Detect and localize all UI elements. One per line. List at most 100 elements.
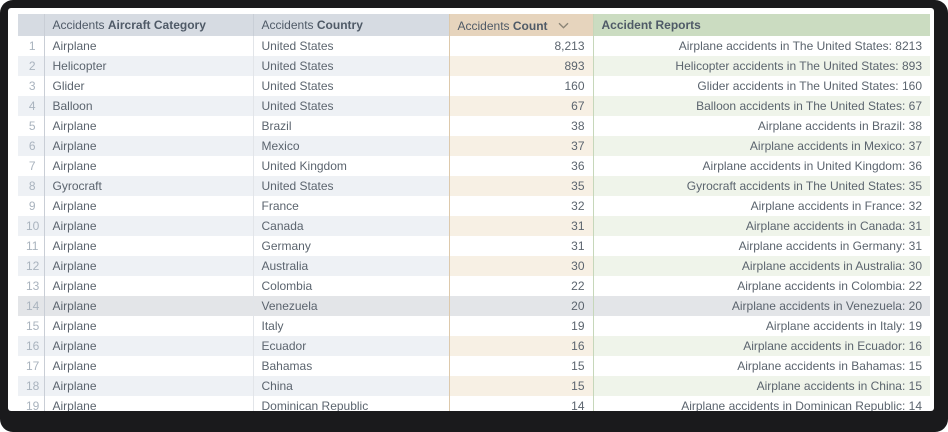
report-cell[interactable]: Helicopter accidents in The United State… [592, 56, 930, 76]
report-cell[interactable]: Airplane accidents in Mexico: 37 [592, 136, 930, 156]
table-row[interactable]: 6 Airplane Mexico 37 Airplane accidents in M… [18, 136, 930, 156]
count-cell[interactable]: 31 [448, 216, 593, 236]
report-cell[interactable]: Airplane accidents in Bahamas: 15 [592, 356, 930, 376]
report-cell[interactable]: Gyrocraft accidents in The United States… [592, 176, 930, 196]
count-cell[interactable]: 36 [448, 156, 593, 176]
count-cell[interactable]: 32 [448, 196, 593, 216]
aircraft-category-cell[interactable]: Airplane [44, 396, 254, 411]
count-cell[interactable]: 16 [448, 336, 593, 356]
row-number-cell[interactable]: 8 [18, 176, 45, 196]
report-cell[interactable]: Airplane accidents in Dominican Republic… [592, 396, 930, 411]
row-number-cell[interactable]: 6 [18, 136, 45, 156]
country-cell[interactable]: Italy [261, 319, 284, 333]
aircraft-category-cell[interactable]: Airplane [44, 156, 254, 176]
count-cell[interactable]: 22 [448, 276, 593, 296]
country-cell[interactable]: China [253, 376, 449, 396]
row-number-cell[interactable]: 3 [18, 76, 45, 96]
aircraft-category-cell[interactable]: Gyrocraft [44, 176, 254, 196]
row-number-cell[interactable]: 11 [18, 236, 45, 256]
count-cell[interactable]: 35 [448, 176, 593, 196]
row-number-cell[interactable]: 15 [18, 316, 45, 336]
report-cell[interactable]: Airplane accidents in United Kingdom: 36 [592, 156, 930, 176]
table-row[interactable]: 16 Airplane Ecuador 16 Airplane accidents in… [18, 336, 930, 356]
country-cell[interactable]: Bahamas [261, 359, 313, 373]
row-number-cell[interactable]: 10 [18, 216, 45, 236]
report-cell[interactable]: Airplane accidents in Venezuela: 20 [592, 296, 930, 316]
aircraft-category-cell[interactable]: Airplane [44, 276, 254, 296]
column-header-country[interactable]: Accidents Country [253, 14, 449, 36]
country-cell[interactable]: Brazil [261, 119, 292, 133]
count-cell[interactable]: 31 [448, 236, 593, 256]
column-header-accident-reports[interactable]: Accident Reports [592, 14, 930, 36]
table-row[interactable]: 10 Airplane Canada 31 Airplane accidents in … [18, 216, 930, 236]
aircraft-category-cell[interactable]: Airplane [44, 196, 254, 216]
count-cell[interactable]: 15 [448, 356, 593, 376]
aircraft-category-cell[interactable]: Airplane [44, 356, 254, 376]
row-number-cell[interactable]: 19 [18, 396, 45, 411]
table-row[interactable]: 11 Airplane Germany 31 Airplane accidents in… [18, 236, 930, 256]
table-row[interactable]: 9 Airplane France 32 Airplane accidents in F… [18, 196, 930, 216]
table-row[interactable]: 2 Helicopter United States 893 Helicopter ac… [18, 56, 930, 76]
aircraft-category-cell[interactable]: Balloon [44, 96, 254, 116]
count-cell[interactable]: 8,213 [448, 36, 593, 56]
row-number-cell[interactable]: 5 [18, 116, 45, 136]
count-cell[interactable]: 893 [448, 56, 593, 76]
table-row[interactable]: 13 Airplane Colombia 22 Airplane accidents i… [18, 276, 930, 296]
table-row[interactable]: 19 Airplane Dominican Republic 14 Airplane a… [18, 396, 930, 411]
country-cell[interactable]: United Kingdom [261, 159, 347, 173]
row-number-cell[interactable]: 13 [18, 276, 45, 296]
table-row[interactable]: 14 Airplane Venezuela 20 Airplane accidents … [18, 296, 930, 316]
table-row[interactable]: 8 Gyrocraft United States 35 Gyrocraft accid… [18, 176, 930, 196]
country-cell[interactable]: United States [261, 79, 334, 93]
aircraft-category-cell[interactable]: Helicopter [44, 56, 254, 76]
aircraft-category-cell[interactable]: Airplane [44, 296, 254, 316]
column-header-count[interactable]: Accidents Count [448, 14, 593, 36]
count-cell[interactable]: 30 [448, 256, 593, 276]
country-cell[interactable]: Germany [261, 239, 311, 253]
count-cell[interactable]: 19 [448, 316, 593, 336]
count-cell[interactable]: 15 [448, 376, 593, 396]
report-cell[interactable]: Airplane accidents in Colombia: 22 [592, 276, 930, 296]
country-cell[interactable]: United States [253, 176, 449, 196]
table-row[interactable]: 1 Airplane United States 8,213 Airplane acci… [18, 36, 930, 56]
count-cell[interactable]: 67 [448, 96, 593, 116]
country-cell[interactable]: United States [261, 39, 334, 53]
row-number-cell[interactable]: 16 [18, 336, 45, 356]
row-number-cell[interactable]: 7 [18, 156, 45, 176]
country-cell[interactable]: Ecuador [253, 336, 449, 356]
report-cell[interactable]: Airplane accidents in Ecuador: 16 [592, 336, 930, 356]
count-cell[interactable]: 38 [448, 116, 593, 136]
report-cell[interactable]: Airplane accidents in Canada: 31 [592, 216, 930, 236]
country-cell[interactable]: Mexico [253, 136, 449, 156]
table-row[interactable]: 4 Balloon United States 67 Balloon accidents… [18, 96, 930, 116]
table-row[interactable]: 18 Airplane China 15 Airplane accidents in C… [18, 376, 930, 396]
country-cell[interactable]: Canada [253, 216, 449, 236]
row-number-cell[interactable]: 1 [18, 36, 45, 56]
report-cell[interactable]: Airplane accidents in The United States:… [592, 36, 930, 56]
report-cell[interactable]: Glider accidents in The United States: 1… [592, 76, 930, 96]
country-cell[interactable]: United States [253, 56, 449, 76]
count-cell[interactable]: 37 [448, 136, 593, 156]
country-cell[interactable]: Dominican Republic [261, 399, 369, 411]
row-number-cell[interactable]: 18 [18, 376, 45, 396]
row-number-cell[interactable]: 14 [18, 296, 45, 316]
row-number-cell[interactable]: 9 [18, 196, 45, 216]
report-cell[interactable]: Airplane accidents in Italy: 19 [592, 316, 930, 336]
country-cell[interactable]: Australia [253, 256, 449, 276]
report-cell[interactable]: Airplane accidents in China: 15 [592, 376, 930, 396]
aircraft-category-cell[interactable]: Airplane [44, 116, 254, 136]
country-cell[interactable]: United States [253, 96, 449, 116]
table-row[interactable]: 15 Airplane Italy 19 Airplane accidents in I… [18, 316, 930, 336]
count-cell[interactable]: 14 [448, 396, 593, 411]
aircraft-category-cell[interactable]: Airplane [44, 216, 254, 236]
column-header-aircraft-category[interactable]: Accidents Aircraft Category [44, 14, 254, 36]
report-cell[interactable]: Airplane accidents in Brazil: 38 [592, 116, 930, 136]
row-number-cell[interactable]: 2 [18, 56, 45, 76]
table-row[interactable]: 17 Airplane Bahamas 15 Airplane accidents in… [18, 356, 930, 376]
aircraft-category-cell[interactable]: Airplane [44, 36, 254, 56]
country-cell[interactable]: France [261, 199, 299, 213]
report-cell[interactable]: Airplane accidents in France: 32 [592, 196, 930, 216]
country-cell[interactable]: Venezuela [253, 296, 449, 316]
aircraft-category-cell[interactable]: Airplane [44, 316, 254, 336]
table-row[interactable]: 12 Airplane Australia 30 Airplane accidents … [18, 256, 930, 276]
